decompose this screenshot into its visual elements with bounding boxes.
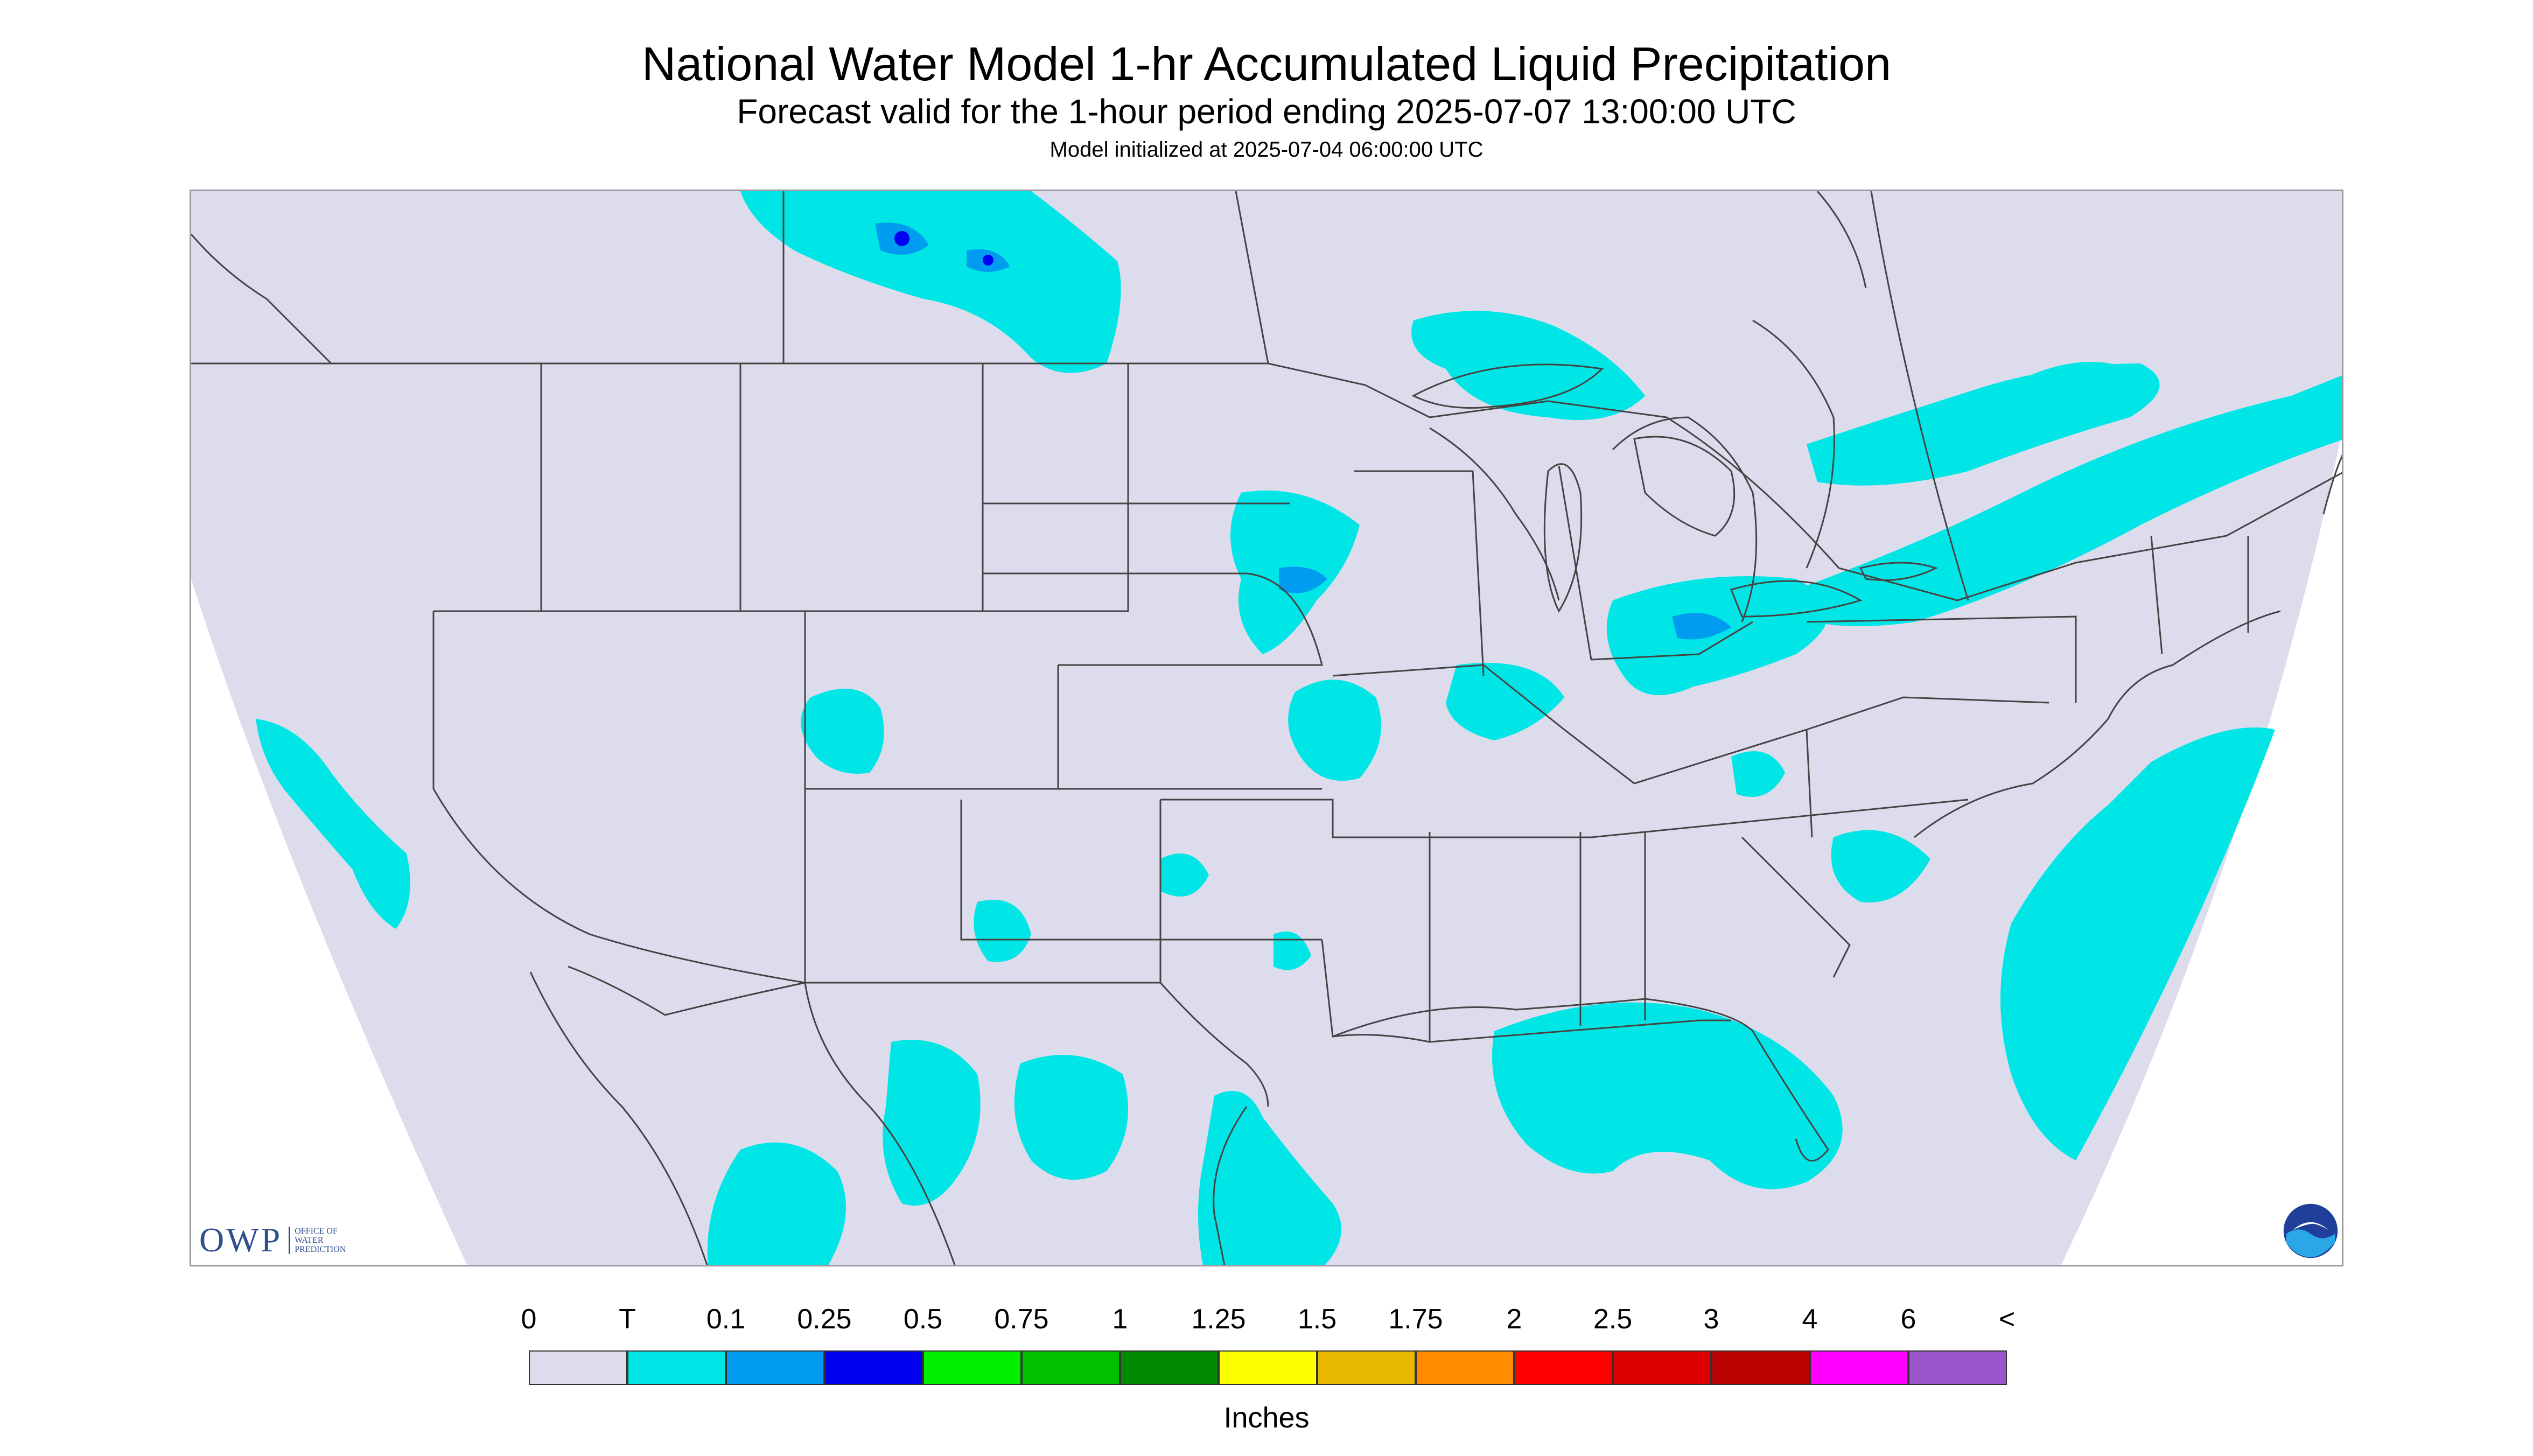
legend-swatch-14 — [1908, 1350, 2007, 1385]
legend-swatch-12 — [1711, 1350, 1810, 1385]
legend-units: Inches — [1223, 1402, 1310, 1434]
legend-label-4: 0.5 — [903, 1304, 943, 1335]
legend-label-15: < — [1998, 1304, 2016, 1335]
legend-swatch-9 — [1416, 1350, 1514, 1385]
legend-label-12: 3 — [1703, 1304, 1719, 1335]
legend-label-7: 1.25 — [1191, 1304, 1246, 1335]
legend-color-bar — [529, 1350, 2007, 1385]
legend-swatch-1 — [627, 1350, 726, 1385]
legend-label-3: 0.25 — [797, 1304, 852, 1335]
model-init-text: Model initialized at 2025-07-04 06:00:00… — [1049, 138, 1484, 162]
legend-swatch-0 — [529, 1350, 627, 1385]
legend-swatch-8 — [1317, 1350, 1416, 1385]
noaa-logo-icon — [2282, 1202, 2340, 1260]
map-subtitle: Forecast valid for the 1-hour period end… — [737, 92, 1796, 131]
owp-sub-line-2: WATER — [295, 1235, 324, 1245]
great-lakes — [1411, 363, 1938, 618]
legend-swatch-11 — [1613, 1350, 1711, 1385]
legend-label-14: 6 — [1900, 1304, 1916, 1335]
legend-swatch-7 — [1219, 1350, 1317, 1385]
legend-swatch-6 — [1120, 1350, 1219, 1385]
legend-label-11: 2.5 — [1593, 1304, 1633, 1335]
legend-swatch-10 — [1514, 1350, 1613, 1385]
moderate-precip-areas — [894, 231, 993, 265]
legend-swatch-4 — [923, 1350, 1021, 1385]
legend-label-0: 0 — [521, 1304, 537, 1335]
owp-logo: OWP OFFICE OF WATER PREDICTION — [199, 1221, 375, 1259]
legend-label-10: 2 — [1506, 1304, 1522, 1335]
legend-label-9: 1.75 — [1388, 1304, 1443, 1335]
map-panel — [190, 190, 2343, 1266]
light-precip-areas — [875, 222, 1731, 640]
legend-label-13: 4 — [1802, 1304, 1818, 1335]
legend-swatch-3 — [824, 1350, 923, 1385]
owp-logo-subtext: OFFICE OF WATER PREDICTION — [289, 1226, 375, 1254]
legend-label-2: 0.1 — [706, 1304, 746, 1335]
owp-sub-line-1: OFFICE OF — [295, 1226, 338, 1236]
precip-legend: 0 T 0.1 0.25 0.5 0.75 1 1.25 1.5 1.75 2 2.5 3 4 6 < — [521, 1292, 2015, 1389]
map-domain — [191, 191, 2342, 1265]
precipitation-map — [191, 191, 2342, 1265]
legend-swatch-13 — [1810, 1350, 1908, 1385]
trace-precip-areas — [256, 191, 2342, 1265]
boundary-lines — [191, 191, 2342, 1265]
legend-label-8: 1.5 — [1297, 1304, 1337, 1335]
legend-label-5: 0.75 — [994, 1304, 1049, 1335]
map-title: National Water Model 1-hr Accumulated Li… — [641, 37, 1892, 90]
owp-logo-letters: OWP — [199, 1221, 283, 1259]
legend-swatch-2 — [726, 1350, 824, 1385]
legend-swatch-5 — [1021, 1350, 1120, 1385]
legend-label-1: T — [619, 1304, 636, 1335]
legend-label-6: 1 — [1112, 1304, 1128, 1335]
owp-sub-line-3: PREDICTION — [295, 1244, 346, 1254]
